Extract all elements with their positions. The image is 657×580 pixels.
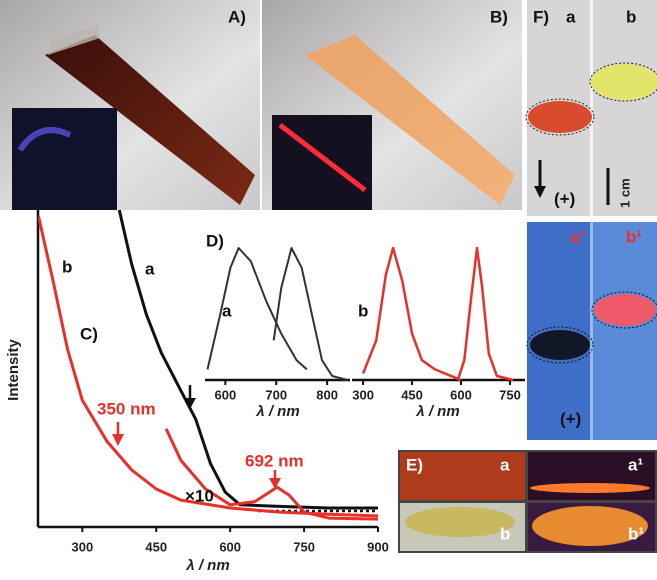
arrow (112, 434, 124, 446)
x-axis-label: λ / nm (255, 403, 299, 420)
photo-e: E) a a¹ b b¹ (398, 450, 657, 553)
series-label: ×10 (185, 486, 214, 505)
series-label: b (62, 257, 72, 276)
series-line (38, 215, 378, 518)
photo-a: A) (0, 0, 260, 210)
panel-label: A) (228, 7, 246, 26)
x-tick-label: 300 (352, 387, 374, 402)
arrow (269, 478, 281, 489)
sample-label: b (500, 524, 510, 543)
x-axis-label: λ / nm (185, 557, 229, 574)
annotation: 350 nm (97, 399, 156, 418)
series-line (206, 247, 308, 371)
series-line (456, 246, 514, 382)
photo-f-bottom: a¹ b¹ (+) (526, 222, 657, 440)
x-tick-label: 600 (214, 387, 236, 402)
annotation: 692 nm (245, 451, 304, 470)
polarity: (+) (560, 409, 581, 428)
x-tick-label: 450 (401, 387, 423, 402)
scale-label: 1 cm (617, 178, 632, 208)
series-line (117, 209, 378, 510)
series-line (164, 428, 378, 521)
chart-title: D) (206, 231, 224, 250)
lane-label: a¹ (570, 227, 585, 246)
x-tick-label: 600 (219, 539, 241, 554)
series-label: a (222, 301, 232, 320)
photo-f-top: F) a b (+) 1 cm (525, 0, 657, 216)
sample-label: a¹ (628, 455, 643, 474)
lane-label: b (626, 7, 636, 26)
photo-b: B) (262, 0, 522, 210)
sample-label: a (500, 455, 510, 474)
x-tick-label: 800 (316, 387, 338, 402)
x-tick-label: 750 (293, 539, 315, 554)
panel-label: B) (490, 7, 508, 26)
lane-label: b¹ (626, 227, 642, 246)
lane-label: a (566, 7, 576, 26)
x-axis-label: λ / nm (415, 403, 459, 420)
x-tick-label: 450 (145, 539, 167, 554)
polarity: (+) (554, 189, 575, 208)
chart-title: C) (80, 324, 98, 343)
sample-label: b¹ (628, 524, 644, 543)
x-tick-label: 300 (71, 539, 93, 554)
x-tick-label: 900 (367, 539, 389, 554)
x-tick-label: 600 (450, 387, 472, 402)
series-label: a (145, 259, 155, 278)
series-label: b (358, 301, 368, 320)
series-line (361, 246, 462, 382)
x-tick-label: 700 (265, 387, 287, 402)
y-axis-label: Intensity (5, 339, 22, 401)
series-line (272, 247, 348, 381)
panel-label: F) (533, 7, 549, 26)
x-tick-label: 750 (499, 387, 521, 402)
panel-label: E) (406, 455, 423, 474)
